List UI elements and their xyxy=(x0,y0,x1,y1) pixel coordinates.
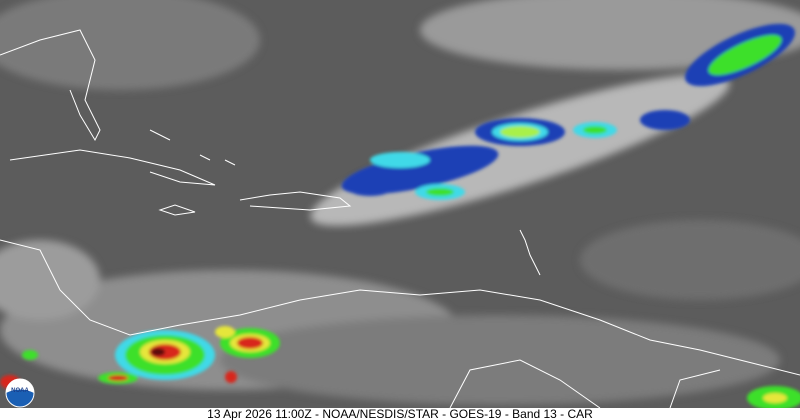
cloud-fields xyxy=(0,0,800,405)
satellite-image xyxy=(0,0,800,408)
noaa-logo: NOAA xyxy=(5,378,35,408)
convection-band xyxy=(341,23,796,200)
svg-text:NOAA: NOAA xyxy=(11,388,29,394)
coastlines xyxy=(0,29,800,408)
image-caption: 13 Apr 2026 11:00Z - NOAA/NESDIS/STAR - … xyxy=(0,408,800,420)
storms-south xyxy=(0,326,800,408)
